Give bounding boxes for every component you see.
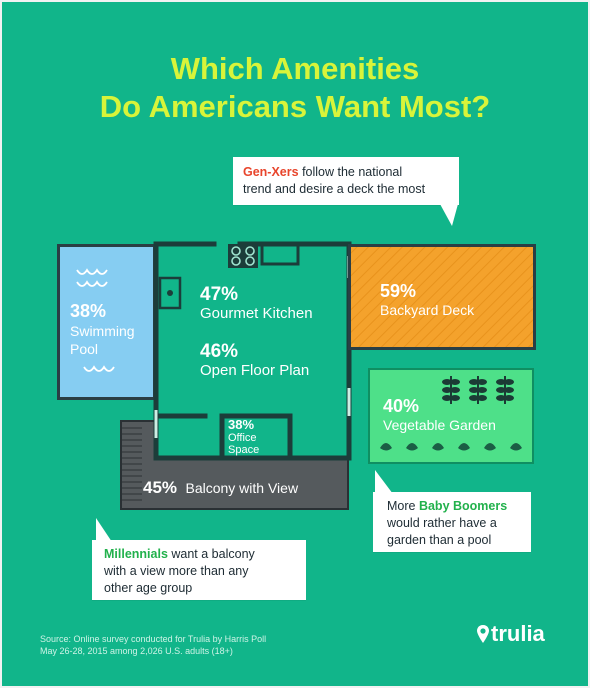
wave-icon-mid bbox=[76, 280, 108, 287]
millennials-callout: Millennials want a balcony with a view m… bbox=[92, 540, 306, 600]
title-line-1: Which Amenities bbox=[170, 51, 420, 86]
house-floor-plan bbox=[153, 241, 352, 461]
boomers-text-3: garden than a pool bbox=[387, 533, 492, 547]
deck-label: Backyard Deck bbox=[380, 302, 475, 318]
boomers-highlight: Baby Boomers bbox=[418, 499, 508, 513]
source-note: Source: Online survey conducted for Trul… bbox=[40, 633, 370, 657]
floor-plan-percent: 46% bbox=[200, 341, 239, 362]
page-title: Which Amenities Do Americans Want Most? bbox=[0, 50, 590, 126]
plant-icons bbox=[380, 376, 522, 451]
boomers-callout: More Baby Boomers would rather have a ga… bbox=[373, 492, 531, 552]
millennials-text-1: want a balcony bbox=[167, 547, 255, 561]
genx-callout-pointer bbox=[440, 204, 458, 226]
brand-name: trulia bbox=[491, 621, 545, 646]
boomers-text-1: More bbox=[387, 499, 419, 513]
stove-icon bbox=[228, 244, 258, 268]
genx-callout: Gen-Xers follow the national trend and d… bbox=[233, 157, 459, 205]
floor-plan-text: 46% Open Floor Plan bbox=[200, 342, 309, 380]
pool-label-2: Pool bbox=[70, 341, 99, 357]
source-line-2: May 26-28, 2015 among 2,026 U.S. adults … bbox=[40, 646, 233, 656]
millennials-text-2: with a view more than any bbox=[104, 564, 249, 578]
trulia-logo: trulia bbox=[476, 621, 545, 647]
deck-percent: 59% bbox=[380, 281, 417, 301]
location-pin-icon bbox=[477, 625, 489, 643]
millennials-callout-pointer bbox=[96, 518, 112, 542]
garden-label: Vegetable Garden bbox=[383, 417, 496, 433]
wave-icon-bottom bbox=[83, 365, 115, 372]
kitchen-text: 47% Gourmet Kitchen bbox=[200, 285, 313, 323]
balcony-percent: 45% bbox=[143, 478, 178, 497]
garden-text: 40% Vegetable Garden bbox=[383, 396, 496, 434]
source-line-1: Source: Online survey conducted for Trul… bbox=[40, 634, 267, 644]
balcony-label: Balcony with View bbox=[185, 480, 299, 496]
counter-icon bbox=[260, 242, 300, 266]
balcony-text: 45% Balcony with View bbox=[143, 478, 298, 498]
title-line-2: Do Americans Want Most? bbox=[99, 89, 491, 124]
floor-plan-label: Open Floor Plan bbox=[200, 362, 310, 379]
office-text: 38% Office Space bbox=[228, 417, 272, 457]
sink-icon bbox=[158, 276, 182, 310]
office-label-1: Office bbox=[228, 432, 257, 444]
genx-highlight: Gen-Xers bbox=[243, 165, 299, 179]
kitchen-label: Gourmet Kitchen bbox=[200, 305, 313, 322]
kitchen-percent: 47% bbox=[200, 284, 239, 305]
genx-text-1: follow the national bbox=[298, 165, 403, 179]
office-percent: 38% bbox=[228, 417, 255, 432]
wave-icon-top bbox=[76, 268, 108, 275]
deck-text: 59% Backyard Deck bbox=[380, 281, 474, 319]
balcony-railing bbox=[122, 427, 142, 501]
millennials-highlight: Millennials bbox=[104, 547, 168, 561]
office-label-2: Space bbox=[228, 444, 260, 456]
backyard-deck bbox=[348, 244, 536, 350]
millennials-text-3: other age group bbox=[104, 581, 193, 595]
swimming-pool: 38% Swimming Pool bbox=[57, 244, 156, 400]
genx-text-2: trend and desire a deck the most bbox=[243, 182, 426, 196]
boomers-text-2: would rather have a bbox=[387, 516, 497, 530]
boomers-callout-pointer bbox=[375, 470, 393, 494]
pool-percent: 38% bbox=[70, 301, 107, 321]
pool-label-1: Swimming bbox=[70, 323, 135, 339]
garden-percent: 40% bbox=[383, 396, 420, 416]
